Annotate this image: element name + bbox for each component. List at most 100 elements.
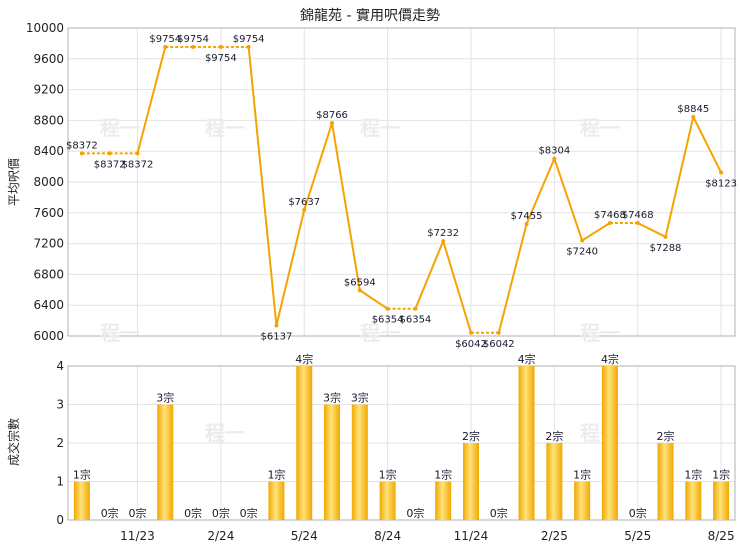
line-y-tick-label: 7600 — [33, 206, 64, 220]
bar-data-label: 2宗 — [545, 429, 563, 443]
bar-data-label: 3宗 — [323, 391, 341, 405]
bar — [574, 481, 591, 520]
line-point — [691, 114, 696, 119]
line-point — [135, 151, 140, 156]
line-point — [302, 207, 307, 212]
watermark: 程一 — [360, 321, 400, 345]
line-point — [79, 151, 84, 156]
bar — [268, 481, 285, 520]
line-data-label: $6594 — [344, 277, 376, 288]
bar — [435, 481, 452, 520]
line-segment — [581, 222, 611, 242]
line-data-label: $7240 — [566, 247, 598, 258]
line-data-label: $8123 — [705, 179, 737, 190]
line-point — [246, 44, 251, 49]
x-tick-label: 11/23 — [120, 529, 155, 543]
bar-data-label: 1宗 — [573, 468, 591, 482]
bar-data-label: 0宗 — [212, 506, 230, 520]
bar-data-label: 3宗 — [351, 391, 369, 405]
line-segment — [692, 116, 722, 173]
line-point — [107, 151, 112, 156]
line-point — [191, 44, 196, 49]
bar-data-label: 0宗 — [240, 506, 258, 520]
bar — [518, 366, 535, 520]
line-y-tick-label: 8800 — [33, 113, 64, 127]
bar-data-label: 3宗 — [156, 391, 174, 405]
line-point — [274, 323, 279, 328]
watermark: 程一 — [100, 116, 140, 140]
line-segment — [525, 158, 556, 225]
line-segment — [664, 116, 695, 238]
line-point — [163, 44, 168, 49]
bar — [379, 481, 396, 520]
line-data-label: $6042 — [455, 339, 487, 350]
bar-data-label: 2宗 — [657, 429, 675, 443]
watermark: 程一 — [205, 421, 245, 445]
line-segment — [247, 46, 278, 326]
bar-data-label: 4宗 — [518, 352, 536, 366]
line-point — [441, 239, 446, 244]
line-data-label: $8766 — [316, 110, 348, 121]
line-point — [413, 306, 418, 311]
line-data-label: $7637 — [288, 197, 320, 208]
line-data-label: $6137 — [261, 331, 293, 342]
bar-data-label: 0宗 — [406, 506, 424, 520]
line-y-tick-label: 8000 — [33, 175, 64, 189]
bar — [73, 481, 90, 520]
line-data-label: $7468 — [594, 210, 626, 221]
x-tick-label: 8/24 — [374, 529, 401, 543]
x-tick-label: 8/25 — [708, 529, 735, 543]
bar — [157, 404, 174, 520]
bar-data-label: 1宗 — [379, 468, 397, 482]
line-data-label: $7232 — [427, 228, 459, 239]
x-tick-label: 2/25 — [541, 529, 568, 543]
watermark: 程一 — [360, 116, 400, 140]
bar — [462, 443, 479, 520]
bar-y-tick-label: 0 — [56, 513, 64, 527]
line-plot-frame — [67, 27, 736, 337]
bar-y-tick-label: 3 — [56, 398, 64, 412]
bar-data-label: 1宗 — [434, 468, 452, 482]
line-y-tick-label: 10000 — [26, 21, 64, 35]
bar — [601, 366, 618, 520]
bar — [546, 443, 563, 520]
line-segment — [637, 222, 666, 238]
bar-data-label: 1宗 — [267, 468, 285, 482]
line-data-label: $8304 — [538, 146, 570, 157]
bar-plot-frame — [67, 365, 736, 521]
x-tick-label: 5/24 — [291, 529, 318, 543]
line-point — [524, 221, 529, 226]
bar-y-tick-label: 2 — [56, 436, 64, 450]
line-y-tick-label: 8400 — [33, 144, 64, 158]
x-tick-label: 5/25 — [624, 529, 651, 543]
line-point — [330, 121, 335, 126]
line-point — [468, 330, 473, 335]
watermark: 程一 — [580, 116, 620, 140]
line-y-tick-label: 9200 — [33, 83, 64, 97]
line-data-label: $6354 — [372, 315, 404, 326]
line-segment — [553, 158, 584, 241]
bar — [351, 404, 368, 520]
bar-data-label: 1宗 — [712, 468, 730, 482]
line-point — [218, 44, 223, 49]
line-data-label: $6354 — [399, 315, 431, 326]
line-segment — [275, 209, 306, 326]
line-y-axis-label: 平均呎價 — [7, 158, 21, 206]
line-segment — [136, 46, 167, 154]
bar — [324, 404, 341, 520]
line-data-label: $7455 — [511, 211, 543, 222]
line-segment — [331, 122, 361, 291]
line-data-label: $9754 — [205, 53, 237, 64]
line-y-tick-label: 6800 — [33, 267, 64, 281]
bar — [657, 443, 674, 520]
bar-y-axis-label: 成交宗數 — [6, 418, 21, 466]
bar-data-label: 1宗 — [684, 468, 702, 482]
line-data-label: $9754 — [233, 34, 265, 45]
line-data-label: $9754 — [177, 34, 209, 45]
bar — [713, 481, 730, 520]
bar-chart: 0 1 2 3 4 1宗 0宗 0宗 3宗 0宗 0宗 0宗 1宗 4宗 3宗 3宗 1宗 0宗 1宗 2宗 0宗 4宗 2… — [56, 352, 736, 543]
bar — [685, 481, 702, 520]
line-segment — [497, 223, 528, 334]
